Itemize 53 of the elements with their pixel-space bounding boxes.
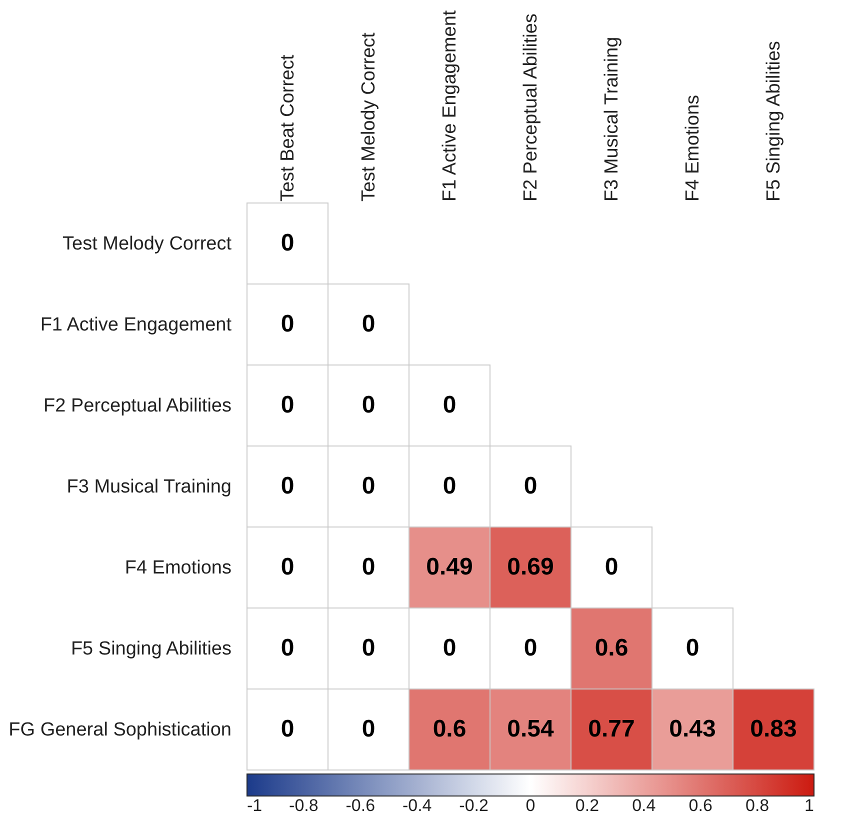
data-label: 0.43 bbox=[669, 716, 716, 742]
color-bar-label: 1 bbox=[804, 796, 814, 815]
color-bar-label: -0.4 bbox=[402, 796, 432, 815]
data-label: 0.49 bbox=[426, 554, 473, 580]
data-label: 0 bbox=[524, 634, 538, 662]
color-bar-label: -0.8 bbox=[289, 796, 318, 815]
y-tick-label: F2 Perceptual Abilities bbox=[44, 396, 232, 416]
color-bar-label: 0.6 bbox=[688, 796, 712, 815]
data-label: 0 bbox=[362, 472, 376, 500]
data-label: 0 bbox=[280, 230, 294, 256]
data-label: 0 bbox=[604, 554, 618, 580]
y-tick-label: F3 Musical Training bbox=[66, 476, 232, 498]
data-label: 0 bbox=[280, 472, 294, 500]
x-tick-label: F2 Perceptual Abilities bbox=[520, 14, 542, 202]
data-label: 0 bbox=[442, 392, 456, 418]
x-tick-label: F5 Singing Abilities bbox=[764, 40, 784, 202]
color-bar-label: -0.2 bbox=[459, 796, 488, 815]
x-tick-label: F1 Active Engagement bbox=[440, 10, 460, 202]
color-bar-label: 0.2 bbox=[575, 796, 600, 815]
data-label: 0 bbox=[280, 310, 294, 338]
data-label: 0.6 bbox=[432, 716, 466, 742]
x-tick-label: F4 Emotions bbox=[682, 94, 704, 202]
data-label: 0 bbox=[686, 634, 700, 662]
y-tick-label: F1 Active Engagement bbox=[40, 314, 232, 336]
data-label: 0 bbox=[362, 310, 376, 338]
data-label: 0 bbox=[280, 716, 294, 742]
data-label: 0.83 bbox=[750, 716, 797, 742]
data-label: 0.6 bbox=[594, 634, 628, 662]
data-label: 0 bbox=[280, 634, 294, 662]
y-tick-label: FG General Sophistication bbox=[8, 720, 232, 740]
data-label: 0 bbox=[280, 392, 294, 418]
data-label: 0.69 bbox=[507, 554, 554, 580]
data-label: 0 bbox=[362, 634, 376, 662]
color-bar-label: 0 bbox=[526, 796, 536, 815]
y-tick-label: F4 Emotions bbox=[124, 558, 232, 578]
data-label: 0 bbox=[280, 554, 294, 580]
data-label: 0 bbox=[524, 472, 538, 500]
data-label: 0.54 bbox=[507, 716, 555, 742]
color-bar-label: 0.8 bbox=[745, 796, 770, 815]
data-label: 0 bbox=[442, 634, 456, 662]
color-bar-label: -0.6 bbox=[346, 796, 376, 815]
color-bar-label: -1 bbox=[247, 796, 262, 815]
data-label: 0 bbox=[442, 472, 456, 500]
x-tick-label: Test Melody Correct bbox=[358, 32, 380, 202]
y-tick-label: F5 Singing Abilities bbox=[70, 638, 232, 660]
y-tick-label: Test Melody Correct bbox=[62, 234, 232, 254]
x-tick-label: Test Beat Correct bbox=[278, 54, 298, 202]
data-label: 0.77 bbox=[588, 716, 635, 742]
data-label: 0 bbox=[362, 392, 376, 418]
data-label: 0 bbox=[362, 554, 376, 580]
x-tick-label: F3 Musical Training bbox=[602, 36, 622, 202]
color-bar-label: 0.4 bbox=[632, 796, 656, 815]
data-label: 0 bbox=[362, 716, 376, 742]
